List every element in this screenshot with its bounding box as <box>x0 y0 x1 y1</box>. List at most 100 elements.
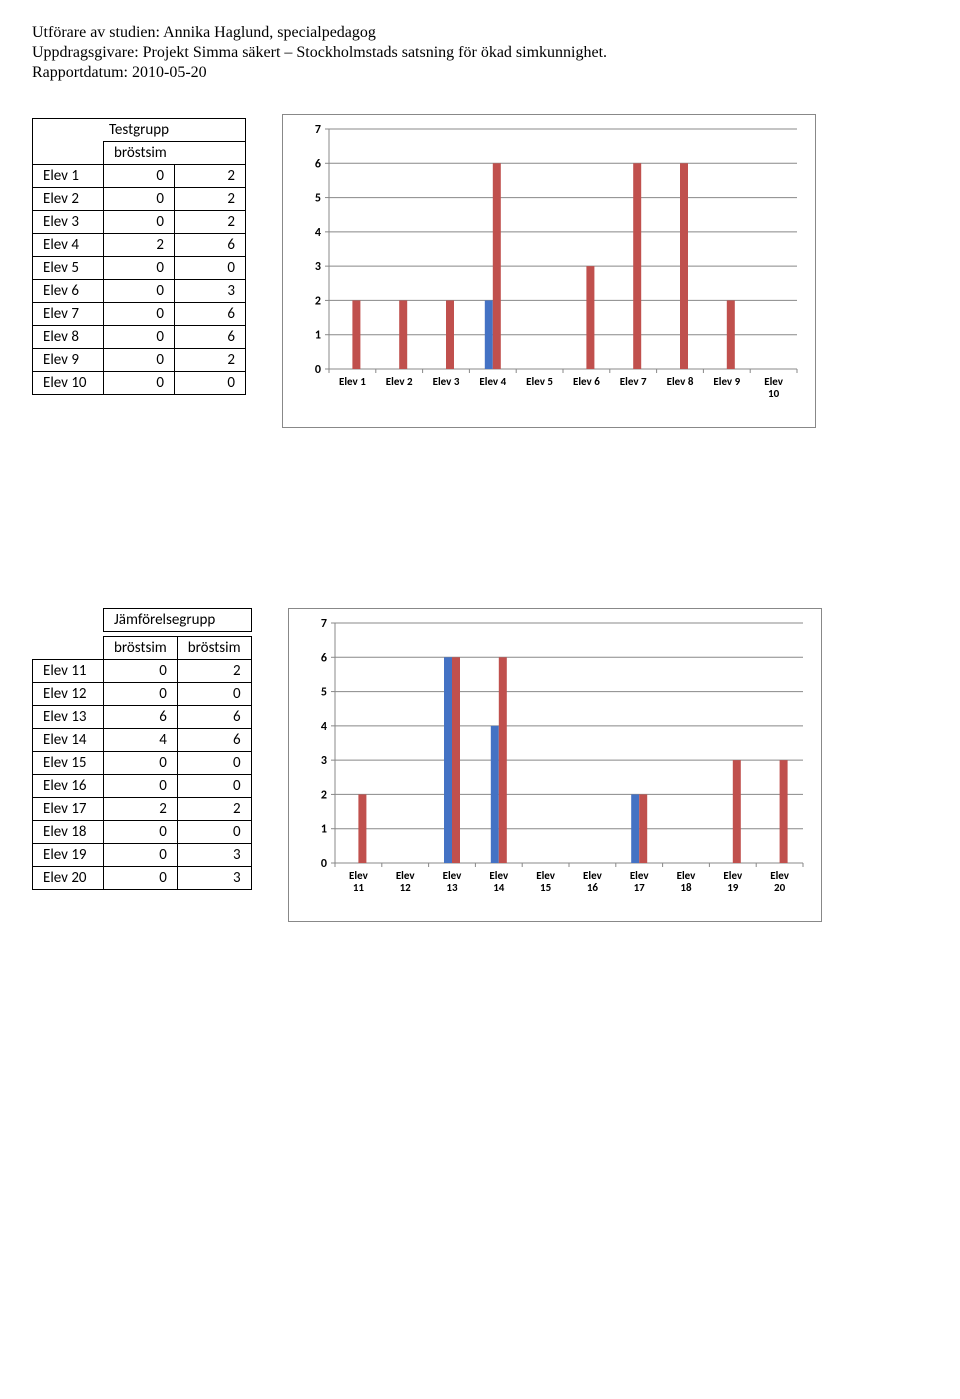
svg-text:Elev 9: Elev 9 <box>713 375 740 388</box>
row-label: Elev 3 <box>33 211 104 234</box>
svg-text:19: 19 <box>727 881 739 894</box>
row-label: Elev 18 <box>33 821 104 844</box>
svg-text:18: 18 <box>680 881 692 894</box>
row-value-b: 0 <box>177 683 251 706</box>
row-label: Elev 20 <box>33 867 104 890</box>
svg-text:4: 4 <box>315 226 321 240</box>
table-jamforelsegrupp: Jämförelsegrupp bröstsim bröstsim Elev 1… <box>32 608 252 890</box>
svg-text:2: 2 <box>321 788 327 802</box>
row-value-b: 2 <box>175 188 246 211</box>
row-value-a: 0 <box>104 211 175 234</box>
svg-text:0: 0 <box>315 363 321 377</box>
svg-text:4: 4 <box>321 720 327 734</box>
row-value-a: 0 <box>104 683 178 706</box>
row-label: Elev 11 <box>33 660 104 683</box>
row-label: Elev 15 <box>33 752 104 775</box>
row-value-a: 0 <box>104 188 175 211</box>
header-author: Utförare av studien: Annika Haglund, spe… <box>32 24 928 42</box>
svg-text:Elev 8: Elev 8 <box>667 375 694 388</box>
table-row: Elev 102 <box>33 165 246 188</box>
row-value-a: 0 <box>104 821 178 844</box>
row-value-a: 4 <box>104 729 178 752</box>
jamforelse-data-table: Jämförelsegrupp bröstsim bröstsim Elev 1… <box>32 608 252 890</box>
row-value-a: 0 <box>104 280 175 303</box>
row-value-a: 0 <box>104 165 175 188</box>
svg-text:5: 5 <box>321 686 327 700</box>
svg-text:3: 3 <box>321 754 327 768</box>
row-value-b: 0 <box>175 257 246 280</box>
svg-text:1: 1 <box>321 823 327 837</box>
table-title-2: Jämförelsegrupp <box>104 609 252 632</box>
svg-text:13: 13 <box>446 881 458 894</box>
table-row: Elev 706 <box>33 303 246 326</box>
testgrupp-data-table: Testgrupp bröstsim Elev 102Elev 202Elev … <box>32 114 246 395</box>
table-row: Elev 1600 <box>33 775 252 798</box>
row-label: Elev 1 <box>33 165 104 188</box>
row-value-b: 6 <box>177 729 251 752</box>
row-value-b: 2 <box>177 660 251 683</box>
svg-text:17: 17 <box>633 881 645 894</box>
svg-text:14: 14 <box>493 881 505 894</box>
row-label: Elev 8 <box>33 326 104 349</box>
table-title: Testgrupp <box>33 119 246 142</box>
svg-text:3: 3 <box>315 260 321 274</box>
svg-text:1: 1 <box>315 329 321 343</box>
row-value-a: 0 <box>104 867 178 890</box>
row-value-b: 2 <box>175 349 246 372</box>
chart-testgrupp: 01234567Elev 1Elev 2Elev 3Elev 4Elev 5El… <box>282 114 816 428</box>
table-row: Elev 202 <box>33 188 246 211</box>
svg-text:Elev 7: Elev 7 <box>620 375 647 388</box>
row-value-a: 0 <box>104 660 178 683</box>
row-value-b: 0 <box>177 752 251 775</box>
row-value-b: 0 <box>177 775 251 798</box>
header-date: Rapportdatum: 2010-05-20 <box>32 64 928 82</box>
row-label: Elev 4 <box>33 234 104 257</box>
row-label: Elev 7 <box>33 303 104 326</box>
svg-text:20: 20 <box>774 881 786 894</box>
row-value-b: 0 <box>177 821 251 844</box>
svg-text:2: 2 <box>315 294 321 308</box>
row-value-a: 0 <box>104 775 178 798</box>
table-row: Elev 1366 <box>33 706 252 729</box>
table-row: Elev 1446 <box>33 729 252 752</box>
row-value-b: 0 <box>175 372 246 395</box>
col-header-brostsim: bröstsim <box>104 142 246 165</box>
svg-text:10: 10 <box>768 387 780 400</box>
table-row: Elev 603 <box>33 280 246 303</box>
row-value-b: 3 <box>177 867 251 890</box>
row-label: Elev 6 <box>33 280 104 303</box>
row-value-b: 6 <box>175 234 246 257</box>
svg-text:Elev 6: Elev 6 <box>573 375 600 388</box>
row-value-a: 0 <box>104 303 175 326</box>
svg-text:12: 12 <box>399 881 411 894</box>
table-row: Elev 1500 <box>33 752 252 775</box>
row-label: Elev 10 <box>33 372 104 395</box>
svg-text:7: 7 <box>315 123 321 137</box>
row-label: Elev 19 <box>33 844 104 867</box>
row-label: Elev 5 <box>33 257 104 280</box>
row-label: Elev 14 <box>33 729 104 752</box>
col-header-brostsim-a: bröstsim <box>104 637 178 660</box>
row-value-a: 0 <box>104 752 178 775</box>
svg-text:15: 15 <box>540 881 552 894</box>
table-row: Elev 426 <box>33 234 246 257</box>
svg-text:7: 7 <box>321 617 327 631</box>
row-value-a: 6 <box>104 706 178 729</box>
svg-text:11: 11 <box>352 881 364 894</box>
svg-text:Elev 1: Elev 1 <box>339 375 366 388</box>
svg-text:16: 16 <box>586 881 598 894</box>
table-row: Elev 1800 <box>33 821 252 844</box>
svg-text:6: 6 <box>315 157 321 171</box>
table-row: Elev 500 <box>33 257 246 280</box>
row-value-b: 2 <box>175 211 246 234</box>
row-value-a: 0 <box>104 257 175 280</box>
row-label: Elev 12 <box>33 683 104 706</box>
row-label: Elev 2 <box>33 188 104 211</box>
row-value-b: 3 <box>175 280 246 303</box>
table-row: Elev 1722 <box>33 798 252 821</box>
row-value-a: 2 <box>104 798 178 821</box>
row-label: Elev 13 <box>33 706 104 729</box>
table-row: Elev 2003 <box>33 867 252 890</box>
header-client: Uppdragsgivare: Projekt Simma säkert – S… <box>32 44 928 62</box>
svg-text:Elev 4: Elev 4 <box>479 375 506 388</box>
